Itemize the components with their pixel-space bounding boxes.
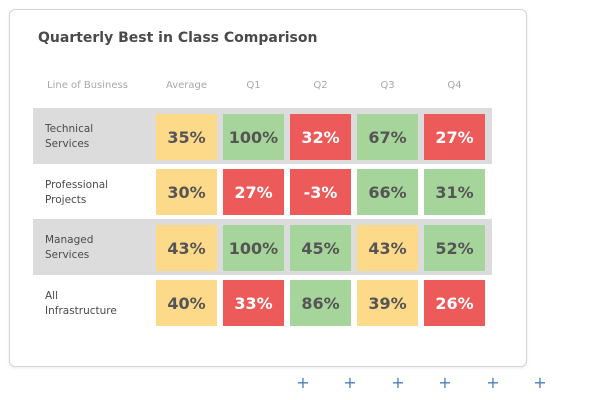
header-average: Average [165, 80, 208, 91]
cell-q1: 33% [223, 280, 284, 326]
cell-q4: 26% [424, 280, 485, 326]
plus-icon: + [343, 373, 357, 392]
cell-q3: 67% [357, 114, 418, 160]
row-label-managed-services: Managed Services [45, 234, 94, 261]
row-label-all-infrastructure: All Infrastructure [45, 290, 117, 317]
plus-icon: + [438, 373, 452, 392]
cell-average: 35% [156, 114, 217, 160]
cell-q4: 31% [424, 169, 485, 215]
header-line-of-business: Line of Business [47, 80, 128, 91]
cell-q2: 45% [290, 225, 351, 271]
cell-q1: 100% [223, 225, 284, 271]
cell-q1: 100% [223, 114, 284, 160]
cell-q2: 32% [290, 114, 351, 160]
cell-q3: 43% [357, 225, 418, 271]
row-label-technical-services: Technical Services [45, 123, 94, 150]
plus-icon: + [533, 373, 547, 392]
cell-q2: 86% [290, 280, 351, 326]
cell-average: 30% [156, 169, 217, 215]
cell-q4: 52% [424, 225, 485, 271]
header-q3: Q3 [380, 80, 395, 91]
cell-q1: 27% [223, 169, 284, 215]
header-q4: Q4 [447, 80, 462, 91]
cell-average: 40% [156, 280, 217, 326]
cell-q4: 27% [424, 114, 485, 160]
cell-average: 43% [156, 225, 217, 271]
row-label-professional-projects: Professional Projects [45, 179, 109, 206]
plus-icon: + [391, 373, 405, 392]
cell-q2: -3% [290, 169, 351, 215]
page-title: Quarterly Best in Class Comparison [38, 30, 318, 46]
cell-q3: 66% [357, 169, 418, 215]
plus-icon: + [296, 373, 310, 392]
plus-icon: + [486, 373, 500, 392]
cell-q3: 39% [357, 280, 418, 326]
header-q1: Q1 [246, 80, 261, 91]
header-q2: Q2 [313, 80, 328, 91]
